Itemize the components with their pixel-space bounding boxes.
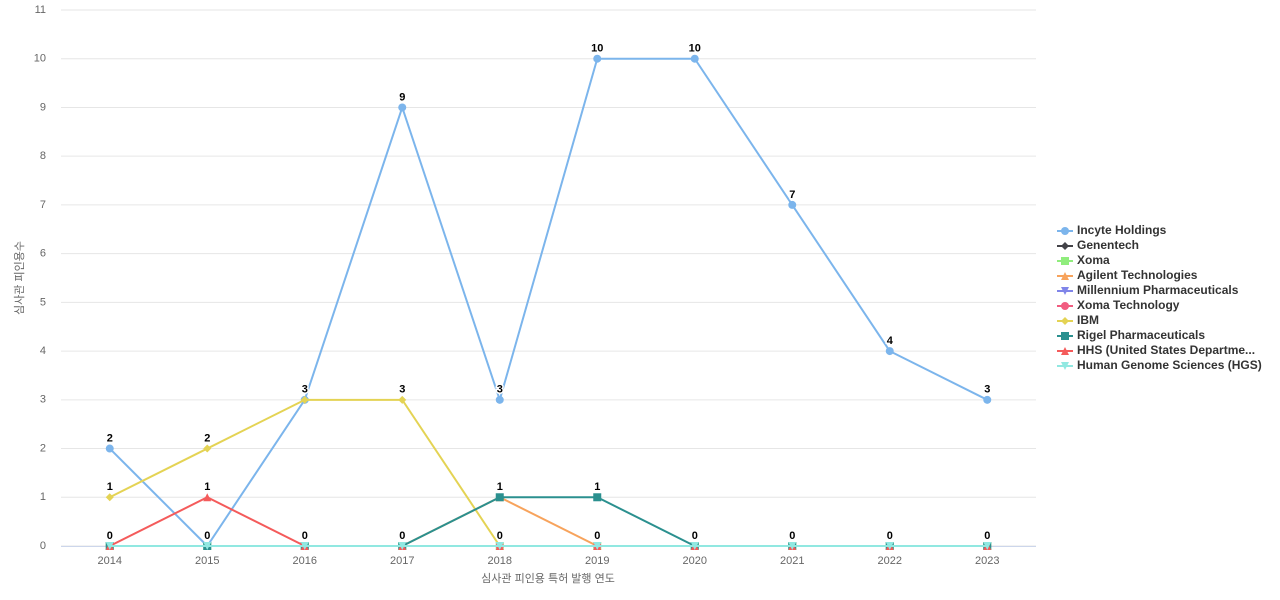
point-marker: [105, 493, 114, 502]
data-label: 3: [497, 384, 503, 396]
data-label: 3: [302, 384, 308, 396]
legend-label: Millennium Pharmaceuticals: [1077, 283, 1239, 297]
data-label: 3: [984, 384, 990, 396]
legend-label: Xoma: [1077, 253, 1110, 267]
data-label: 1: [497, 481, 503, 493]
data-label: 10: [591, 43, 603, 55]
point-marker: [300, 395, 309, 404]
point-marker: [885, 347, 894, 356]
data-label: 3: [399, 384, 405, 396]
legend-symbol: [1061, 287, 1069, 295]
y-tick-label: 7: [40, 199, 46, 211]
point-marker: [398, 395, 407, 404]
point-marker: [495, 395, 504, 404]
point-marker: [983, 395, 992, 404]
x-tick-label: 2022: [878, 555, 902, 567]
legend-label: Human Genome Sciences (HGS): [1077, 358, 1262, 372]
legend-label: Rigel Pharmaceuticals: [1077, 328, 1205, 342]
legend-label: HHS (United States Departme...: [1077, 343, 1255, 357]
point-marker: [203, 444, 212, 453]
data-label: 7: [789, 189, 795, 201]
point-marker: [983, 542, 992, 550]
legend-label: IBM: [1077, 313, 1099, 327]
data-label: 1: [107, 481, 113, 493]
data-label: 0: [594, 530, 600, 542]
data-label: 0: [204, 530, 210, 542]
legend-symbol: [1061, 272, 1069, 280]
data-label: 0: [399, 530, 405, 542]
point-marker: [105, 542, 114, 550]
legend-symbol: [1061, 257, 1069, 265]
x-tick-label: 2018: [488, 555, 512, 567]
data-label: 0: [692, 530, 698, 542]
legend-label: Agilent Technologies: [1077, 268, 1198, 282]
point-marker: [885, 542, 894, 550]
x-tick-label: 2019: [585, 555, 609, 567]
data-label: 10: [689, 43, 701, 55]
point-marker: [788, 542, 797, 550]
data-label: 0: [497, 530, 503, 542]
y-tick-label: 2: [40, 442, 46, 454]
legend-symbol: [1061, 332, 1069, 340]
series-line: [109, 496, 988, 547]
data-label: 1: [204, 481, 210, 493]
legend-symbol: [1061, 227, 1069, 235]
data-label: 9: [399, 91, 405, 103]
point-marker: [203, 493, 212, 502]
data-label: 1: [594, 481, 600, 493]
legend-symbol: [1061, 362, 1069, 370]
legend-symbol: [1061, 347, 1069, 355]
point-marker: [105, 444, 114, 453]
series-line: [109, 398, 988, 547]
data-label: 0: [302, 530, 308, 542]
point-marker: [495, 542, 504, 550]
data-label: 0: [107, 530, 113, 542]
series-line: [109, 57, 988, 548]
y-tick-label: 8: [40, 150, 46, 162]
y-tick-label: 5: [40, 296, 46, 308]
legend-symbol: [1061, 302, 1069, 310]
x-tick-label: 2020: [683, 555, 707, 567]
legend-symbol: [1061, 317, 1069, 325]
x-axis-title: 심사관 피인용 특허 발행 연도: [481, 572, 615, 585]
y-axis-title: 심사관 피인용수: [13, 241, 26, 315]
legend-label: Xoma Technology: [1077, 298, 1180, 312]
y-tick-label: 6: [40, 248, 46, 260]
point-marker: [593, 542, 602, 550]
point-marker: [398, 103, 407, 112]
y-tick-label: 9: [40, 101, 46, 113]
y-tick-label: 11: [35, 4, 46, 16]
point-marker: [788, 200, 797, 209]
y-tick-label: 4: [40, 345, 46, 357]
x-tick-label: 2017: [390, 555, 414, 567]
x-tick-label: 2015: [195, 555, 219, 567]
data-label: 2: [204, 432, 210, 444]
point-marker: [593, 493, 602, 502]
x-tick-label: 2014: [98, 555, 122, 567]
y-tick-label: 3: [40, 394, 46, 406]
x-tick-label: 2016: [293, 555, 317, 567]
data-label: 4: [887, 335, 894, 347]
legend-label: Genentech: [1077, 238, 1139, 252]
data-label: 0: [789, 530, 795, 542]
y-tick-label: 0: [40, 540, 46, 552]
data-label: 2: [107, 432, 113, 444]
legend-label: Incyte Holdings: [1077, 223, 1167, 237]
point-marker: [300, 542, 309, 550]
x-tick-label: 2023: [975, 555, 999, 567]
data-label: 0: [984, 530, 990, 542]
point-marker: [593, 54, 602, 63]
y-tick-label: 1: [40, 491, 46, 503]
x-tick-label: 2021: [780, 555, 804, 567]
point-marker: [690, 542, 699, 550]
data-label: 0: [887, 530, 893, 542]
point-marker: [203, 542, 212, 550]
legend-symbol: [1061, 242, 1069, 250]
point-marker: [398, 542, 407, 550]
point-marker: [495, 493, 504, 502]
y-tick-label: 10: [34, 53, 46, 65]
point-marker: [690, 54, 699, 63]
